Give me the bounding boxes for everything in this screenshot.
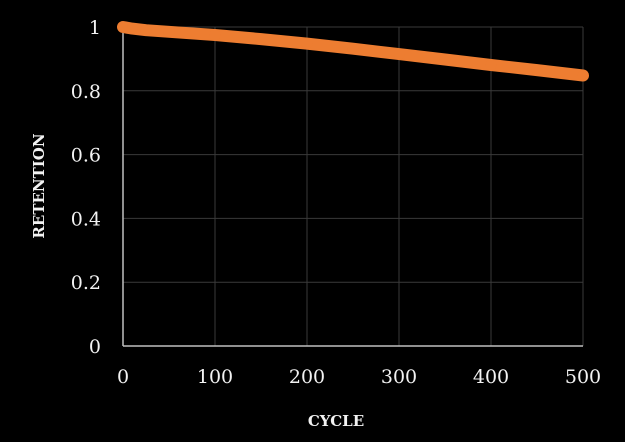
x-tick-label: 200 [289, 366, 325, 388]
data-point [140, 24, 152, 36]
x-tick-label: 400 [473, 366, 509, 388]
data-point [531, 64, 543, 76]
x-tick-label: 300 [381, 366, 417, 388]
data-point [117, 21, 129, 33]
x-axis-title: CYCLE [308, 412, 364, 430]
data-point [577, 69, 589, 81]
x-tick-label: 500 [565, 366, 601, 388]
data-point [347, 43, 359, 55]
y-tick-label: 0.6 [71, 145, 101, 167]
chart-axes [122, 27, 583, 347]
data-point [301, 38, 313, 50]
data-point [126, 23, 138, 35]
y-tick-label: 0.2 [71, 272, 101, 294]
data-point [255, 33, 267, 45]
data-point [163, 26, 175, 38]
x-tick-label: 0 [117, 366, 129, 388]
data-point [439, 54, 451, 66]
y-tick-label: 0 [89, 336, 101, 358]
y-tick-label: 1 [89, 17, 101, 39]
data-point [209, 29, 221, 41]
chart-grid [123, 26, 584, 346]
data-point [393, 48, 405, 60]
y-tick-label: 0.8 [71, 81, 101, 103]
y-axis-title: RETENTION [30, 133, 48, 238]
data-point [485, 59, 497, 71]
x-tick-label: 100 [197, 366, 233, 388]
chart-series [117, 21, 589, 82]
y-tick-label: 0.4 [71, 208, 101, 230]
chart-tick-labels: 0 100 200 300 400 500 0 0.2 0.4 0.6 0.8 1 [71, 17, 601, 388]
